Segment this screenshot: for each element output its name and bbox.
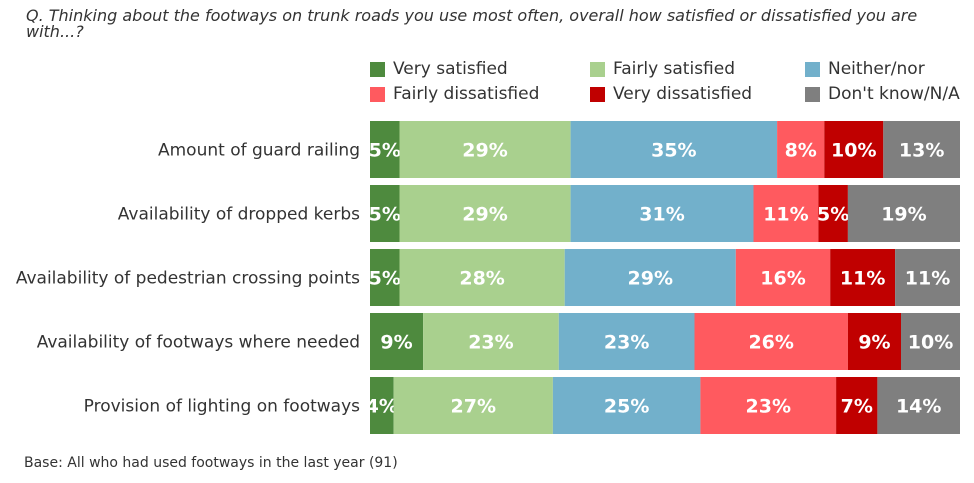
bar-segment-very-dissatisfied [847, 313, 901, 370]
data-label: 5% [817, 204, 849, 226]
bar-segment-very-satisfied [370, 249, 400, 306]
bar-segment-fairly-satisfied [423, 313, 559, 370]
data-label: 14% [896, 396, 941, 418]
data-label: 29% [462, 140, 507, 162]
data-label: 35% [651, 140, 696, 162]
data-label: 13% [899, 140, 944, 162]
bar-segment-don-t-know-n-a [847, 185, 960, 242]
bar-segment-very-satisfied [370, 377, 394, 434]
bar-segment-very-satisfied [370, 313, 424, 370]
bar-segment-fairly-dissatisfied [777, 121, 825, 178]
data-label: 23% [746, 396, 791, 418]
legend-label: Fairly satisfied [613, 59, 736, 79]
data-label: 11% [840, 268, 885, 290]
data-label: 5% [369, 204, 401, 226]
bar-segment-neither-nor [564, 249, 736, 306]
legend-swatch [370, 86, 385, 102]
bar-segment-fairly-dissatisfied [700, 377, 837, 434]
legend-label: Very satisfied [393, 59, 508, 79]
data-label: 19% [881, 204, 926, 226]
bar-segment-very-satisfied [370, 185, 400, 242]
base-footnote: Base: All who had used footways in the l… [24, 455, 398, 471]
data-label: 11% [763, 204, 808, 226]
bar-segment-don-t-know-n-a [877, 377, 960, 434]
data-label: 29% [628, 268, 673, 290]
legend: Very satisfied Fairly satisfied Neither/no… [0, 0, 974, 110]
data-label: 23% [604, 332, 649, 354]
bar-segment-fairly-satisfied [393, 377, 553, 434]
data-label: 10% [831, 140, 876, 162]
legend-item-fairly-satisfied: Fairly satisfied [590, 59, 735, 79]
data-label: 5% [369, 140, 401, 162]
category-label: Availability of pedestrian crossing poin… [16, 269, 360, 289]
data-label: 29% [462, 204, 507, 226]
legend-label: Fairly dissatisfied [393, 84, 540, 104]
bar-segment-don-t-know-n-a [883, 121, 960, 178]
legend-swatch [590, 86, 605, 102]
bar-segment-fairly-dissatisfied [694, 313, 848, 370]
data-label: 23% [468, 332, 513, 354]
bar-segment-neither-nor [570, 121, 778, 178]
data-label: 31% [639, 204, 684, 226]
data-label: 25% [604, 396, 649, 418]
data-label: 9% [858, 332, 890, 354]
legend-item-don-t-know-n-a: Don't know/N/A [805, 84, 960, 104]
data-label: 16% [760, 268, 805, 290]
bar-segment-fairly-dissatisfied [735, 249, 831, 306]
data-label: 11% [905, 268, 950, 290]
bar-segment-very-dissatisfied [836, 377, 878, 434]
data-label: 26% [748, 332, 793, 354]
bar-segment-don-t-know-n-a [895, 249, 960, 306]
legend-swatch [590, 61, 605, 77]
data-label: 9% [380, 332, 412, 354]
bar-segment-fairly-satisfied [399, 121, 571, 178]
bar-segment-don-t-know-n-a [901, 313, 960, 370]
data-label: 27% [451, 396, 496, 418]
chart-title: Q. Thinking about the footways on trunk … [26, 6, 918, 41]
legend-label: Neither/nor [828, 59, 925, 79]
bar-segment-very-dissatisfied [818, 185, 848, 242]
bar-segment-neither-nor [570, 185, 754, 242]
category-label: Availability of dropped kerbs [118, 205, 360, 225]
legend-label: Very dissatisfied [613, 84, 753, 104]
bar-segment-neither-nor [558, 313, 695, 370]
legend-item-fairly-dissatisfied: Fairly dissatisfied [370, 84, 539, 104]
data-label: 5% [369, 268, 401, 290]
bar-segment-very-dissatisfied [830, 249, 896, 306]
bar-segment-very-dissatisfied [824, 121, 884, 178]
category-label: Amount of guard railing [158, 141, 360, 161]
bar-segment-fairly-satisfied [399, 249, 565, 306]
data-label: 10% [908, 332, 953, 354]
bar-segment-fairly-dissatisfied [753, 185, 819, 242]
data-label: 4% [366, 396, 398, 418]
data-label: 7% [841, 396, 873, 418]
legend-label: Don't know/N/A [828, 84, 960, 104]
legend-item-neither-nor: Neither/nor [805, 59, 925, 79]
legend-item-very-satisfied: Very satisfied [370, 59, 508, 79]
data-label: 8% [785, 140, 817, 162]
category-label: Availability of footways where needed [37, 333, 360, 353]
legend-item-very-dissatisfied: Very dissatisfied [590, 84, 752, 104]
bar-segment-fairly-satisfied [399, 185, 571, 242]
legend-swatch [805, 61, 820, 77]
category-label: Provision of lighting on footways [84, 397, 360, 417]
data-label: 28% [459, 268, 504, 290]
bar-segment-very-satisfied [370, 121, 400, 178]
bar-segment-neither-nor [552, 377, 701, 434]
legend-swatch [805, 86, 820, 102]
legend-swatch [370, 61, 385, 77]
